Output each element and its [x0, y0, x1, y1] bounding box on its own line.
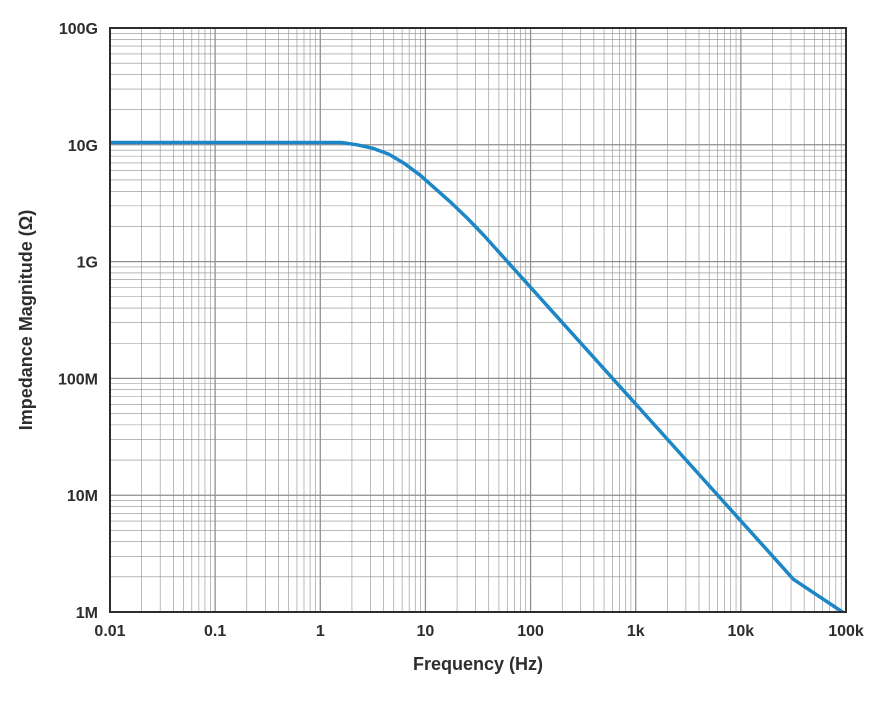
- y-tick-label: 10G: [68, 138, 98, 155]
- x-tick-label: 1k: [627, 623, 645, 640]
- x-tick-label: 1: [316, 623, 325, 640]
- y-tick-label: 1M: [76, 605, 98, 622]
- x-axis-title: Frequency (Hz): [413, 654, 543, 674]
- x-tick-label: 10: [417, 623, 435, 640]
- chart-svg: 0.01 0.1 1 10 100 1k 10k 100k 1M 10M 100M 1G 10G 100G…: [0, 0, 886, 712]
- y-axis-title: Impedance Magnitude (Ω): [16, 210, 36, 430]
- y-tick-label: 1G: [77, 255, 98, 272]
- y-tick-label: 100G: [59, 21, 98, 38]
- y-tick-label: 10M: [67, 488, 98, 505]
- impedance-chart: 0.01 0.1 1 10 100 1k 10k 100k 1M 10M 100M 1G 10G 100G…: [0, 0, 886, 712]
- y-tick-label: 100M: [58, 371, 98, 388]
- x-tick-label: 100: [517, 623, 544, 640]
- x-tick-label: 0.01: [94, 623, 125, 640]
- x-tick-label: 0.1: [204, 623, 226, 640]
- x-tick-label: 10k: [728, 623, 755, 640]
- x-tick-label: 100k: [828, 623, 864, 640]
